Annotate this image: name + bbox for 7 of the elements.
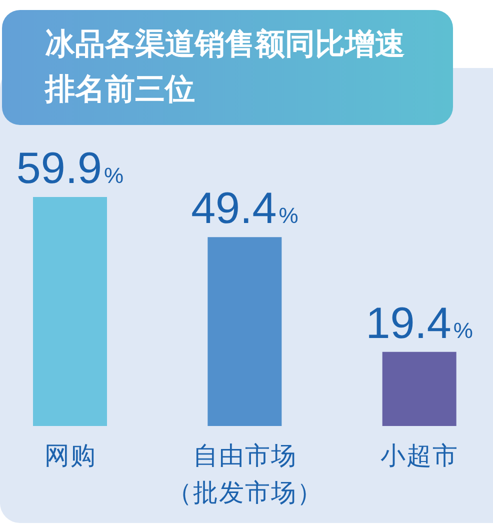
x-tick-label: 小超市 (380, 441, 459, 470)
chart-title: 冰品各渠道销售额同比增速排名前三位 (45, 26, 406, 109)
data-label: 19.4% (366, 298, 473, 348)
data-label: 59.9% (16, 144, 124, 193)
x-tick-label: 网购 (44, 441, 96, 470)
data-label: 49.4% (191, 184, 298, 234)
x-tick-label: 自由市场（批发市场） (167, 441, 323, 507)
